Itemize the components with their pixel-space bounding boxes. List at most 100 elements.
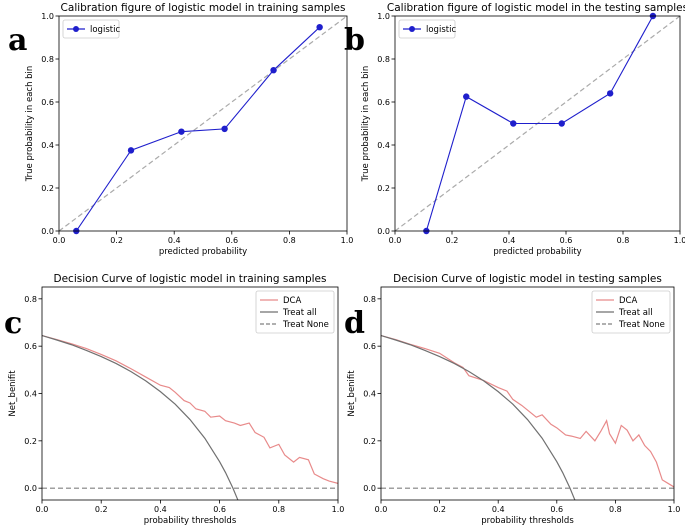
- legend: logistic: [398, 19, 456, 39]
- chart-title: Decision Curve of logistic model in test…: [393, 273, 662, 285]
- y-axis-label: True probability in each bin: [25, 66, 35, 183]
- y-tick-label: 0.0: [377, 227, 390, 236]
- x-axis-label: predicted probability: [159, 247, 247, 257]
- y-tick-label: 0.0: [41, 227, 54, 236]
- legend-box: [591, 290, 671, 334]
- series-line-dca: [381, 334, 674, 488]
- x-tick-label: 0.2: [446, 236, 459, 245]
- y-tick-label: 0.2: [24, 437, 37, 446]
- x-tick-label: 0.4: [154, 505, 167, 514]
- y-tick-label: 0.8: [363, 295, 376, 304]
- data-point: [510, 120, 517, 127]
- legend-entry: DCA: [619, 296, 637, 306]
- plot-area: [42, 334, 338, 500]
- x-axis-label: probability thresholds: [144, 516, 237, 526]
- x-tick-label: 0.4: [492, 505, 505, 514]
- series-line-logistic: [75, 26, 321, 231]
- chart-panel-b: b0.0 0.2 0.4 0.6 0.8 1.00.00.20.40.60.81.0Cal…: [344, 2, 685, 257]
- reference-diagonal: [59, 16, 347, 231]
- x-tick-label: 0.8: [617, 236, 630, 245]
- legend: DCA Treat all Treat None: [591, 290, 671, 334]
- data-point: [127, 147, 135, 154]
- y-tick-label: 0.8: [24, 295, 37, 304]
- chart-panel-c: c 0.0 0.2 0.4 0.6 0.8 1.0 0.0 0.2 0.4 0.6 0.8 Decisi…: [4, 273, 344, 526]
- y-axis-label: Net_benifit: [8, 370, 18, 417]
- x-tick-label: 1.0: [332, 505, 345, 514]
- legend-box: [62, 19, 120, 39]
- x-tick-label: 0.4: [168, 236, 181, 245]
- legend-entry: Treat all: [618, 308, 653, 318]
- panel-letter: c: [4, 306, 22, 341]
- x-tick-label: 0.6: [550, 505, 563, 514]
- legend-marker: [73, 26, 79, 32]
- legend-entry: logistic: [426, 25, 456, 35]
- legend-box: [255, 290, 335, 334]
- y-tick-label: 1.0: [41, 12, 54, 21]
- legend-entry: logistic: [90, 25, 120, 35]
- y-tick-label: 0.4: [377, 141, 390, 150]
- x-tick-label: 0.2: [110, 236, 123, 245]
- x-tick-label: 0.8: [272, 505, 285, 514]
- y-tick-label: 0.4: [24, 390, 37, 399]
- x-tick-label: 0.2: [433, 505, 446, 514]
- x-tick-label: 0.8: [609, 505, 622, 514]
- y-tick-label: 0.8: [41, 55, 54, 64]
- legend-entry: DCA: [283, 296, 301, 306]
- x-tick-label: 0.0: [375, 505, 388, 514]
- x-axis-label: probability thresholds: [481, 516, 574, 526]
- data-point: [463, 93, 470, 100]
- y-tick-label: 0.6: [24, 342, 37, 351]
- data-point: [316, 23, 323, 31]
- chart-panel-d: d 0.0 0.2 0.4 0.6 0.8 1.0 0.0 0.2 0.4 0.6 0.8 Decisi…: [344, 273, 680, 526]
- data-point: [558, 120, 565, 127]
- legend-box: [398, 19, 456, 39]
- legend: logistic: [62, 19, 120, 39]
- x-tick-label: 1.0: [674, 236, 685, 245]
- data-point: [178, 128, 185, 135]
- series-line-dca: [42, 334, 338, 485]
- x-tick-label: 1.0: [341, 236, 354, 245]
- panel-letter: a: [8, 23, 27, 58]
- legend-entry: Treat None: [618, 320, 665, 330]
- chart-title: Calibration figure of logistic model in …: [387, 2, 685, 14]
- plot-area: [59, 16, 347, 231]
- y-tick-label: 0.2: [41, 184, 54, 193]
- panel-letter: b: [344, 23, 365, 58]
- series-line-treat-all: [381, 334, 576, 500]
- y-tick-label: 0.6: [41, 98, 54, 107]
- y-tick-label: 1.0: [377, 12, 390, 21]
- y-tick-label: 0.4: [363, 390, 376, 399]
- y-tick-label: 0.2: [377, 184, 390, 193]
- chart-title: Decision Curve of logistic model in trai…: [54, 273, 327, 285]
- x-tick-label: 0.4: [503, 236, 516, 245]
- plot-area: [395, 16, 680, 231]
- plot-area: [381, 334, 674, 500]
- chart-panel-a: a 0.0 0.2 0.4 0.6 0.8 1.0 0.0 0.2 0.4 0.6 0.8 1.0 Cal…: [8, 2, 353, 257]
- data-point: [606, 90, 614, 97]
- y-tick-label: 0.6: [377, 98, 390, 107]
- x-axis-label: predicted probability: [493, 247, 581, 257]
- y-tick-label: 0.2: [363, 437, 376, 446]
- x-tick-label: 0.6: [225, 236, 238, 245]
- y-axis-label: True probability in each bin: [361, 66, 371, 183]
- legend-marker: [409, 26, 415, 32]
- y-tick-label: 0.6: [363, 342, 376, 351]
- chart-title: Calibration figure of logistic model in …: [61, 2, 346, 14]
- y-tick-label: 0.8: [377, 55, 390, 64]
- panel-letter: d: [344, 306, 365, 341]
- legend: DCA Treat all Treat None: [255, 290, 335, 334]
- y-axis-label: Net_benifit: [347, 370, 357, 417]
- series-line-treat-all: [42, 334, 239, 500]
- x-tick-label: 0.6: [560, 236, 573, 245]
- series-line-logistic: [425, 16, 654, 231]
- x-tick-label: 1.0: [668, 505, 681, 514]
- data-point: [270, 66, 277, 74]
- x-tick-label: 0.2: [95, 505, 108, 514]
- axes-frame: [394, 15, 681, 232]
- x-tick-label: 0.0: [36, 505, 49, 514]
- legend-entry: Treat None: [282, 320, 329, 330]
- x-tick-label: 0.0: [53, 236, 66, 245]
- legend-entry: Treat all: [282, 308, 317, 318]
- y-tick-label: 0.0: [24, 484, 37, 493]
